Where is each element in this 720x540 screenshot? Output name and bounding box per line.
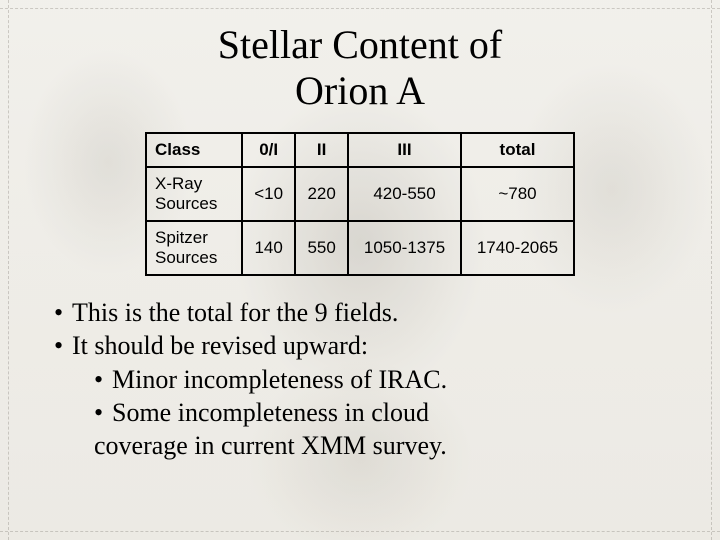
table-header-row: Class 0/I II III total	[146, 133, 574, 167]
title-line-2: Orion A	[295, 68, 425, 113]
col-header: total	[461, 133, 574, 167]
bullet-list: •This is the total for the 9 fields. •It…	[54, 296, 720, 462]
col-header: II	[295, 133, 348, 167]
cell: 420-550	[348, 167, 461, 221]
cell: ~780	[461, 167, 574, 221]
slide-title: Stellar Content of Orion A	[0, 0, 720, 114]
cell: 220	[295, 167, 348, 221]
bullet-lvl2: •Some incompleteness in cloud	[94, 396, 720, 429]
data-table-wrap: Class 0/I II III total X-Ray Sources <10…	[145, 132, 575, 276]
bullet-text: coverage in current XMM survey.	[94, 431, 447, 460]
row-label: Spitzer Sources	[146, 221, 242, 275]
bullet-text: Some incompleteness in cloud	[112, 398, 429, 427]
row-label: X-Ray Sources	[146, 167, 242, 221]
cell: 1050-1375	[348, 221, 461, 275]
col-header: Class	[146, 133, 242, 167]
bullet-lvl1: •This is the total for the 9 fields.	[54, 296, 720, 329]
bullet-text: Minor incompleteness of IRAC.	[112, 365, 447, 394]
cell: 140	[242, 221, 295, 275]
cell: 1740-2065	[461, 221, 574, 275]
col-header: 0/I	[242, 133, 295, 167]
bullet-text: It should be revised upward:	[72, 331, 368, 360]
col-header: III	[348, 133, 461, 167]
cell: <10	[242, 167, 295, 221]
title-line-1: Stellar Content of	[218, 22, 502, 67]
bullet-text: This is the total for the 9 fields.	[72, 298, 398, 327]
bullet-continuation: coverage in current XMM survey.	[94, 429, 720, 462]
stellar-content-table: Class 0/I II III total X-Ray Sources <10…	[145, 132, 575, 276]
table-row: X-Ray Sources <10 220 420-550 ~780	[146, 167, 574, 221]
cell: 550	[295, 221, 348, 275]
bullet-lvl2: •Minor incompleteness of IRAC.	[94, 363, 720, 396]
slide-content: Stellar Content of Orion A Class 0/I II …	[0, 0, 720, 540]
table-row: Spitzer Sources 140 550 1050-1375 1740-2…	[146, 221, 574, 275]
bullet-lvl1: •It should be revised upward:	[54, 329, 720, 362]
